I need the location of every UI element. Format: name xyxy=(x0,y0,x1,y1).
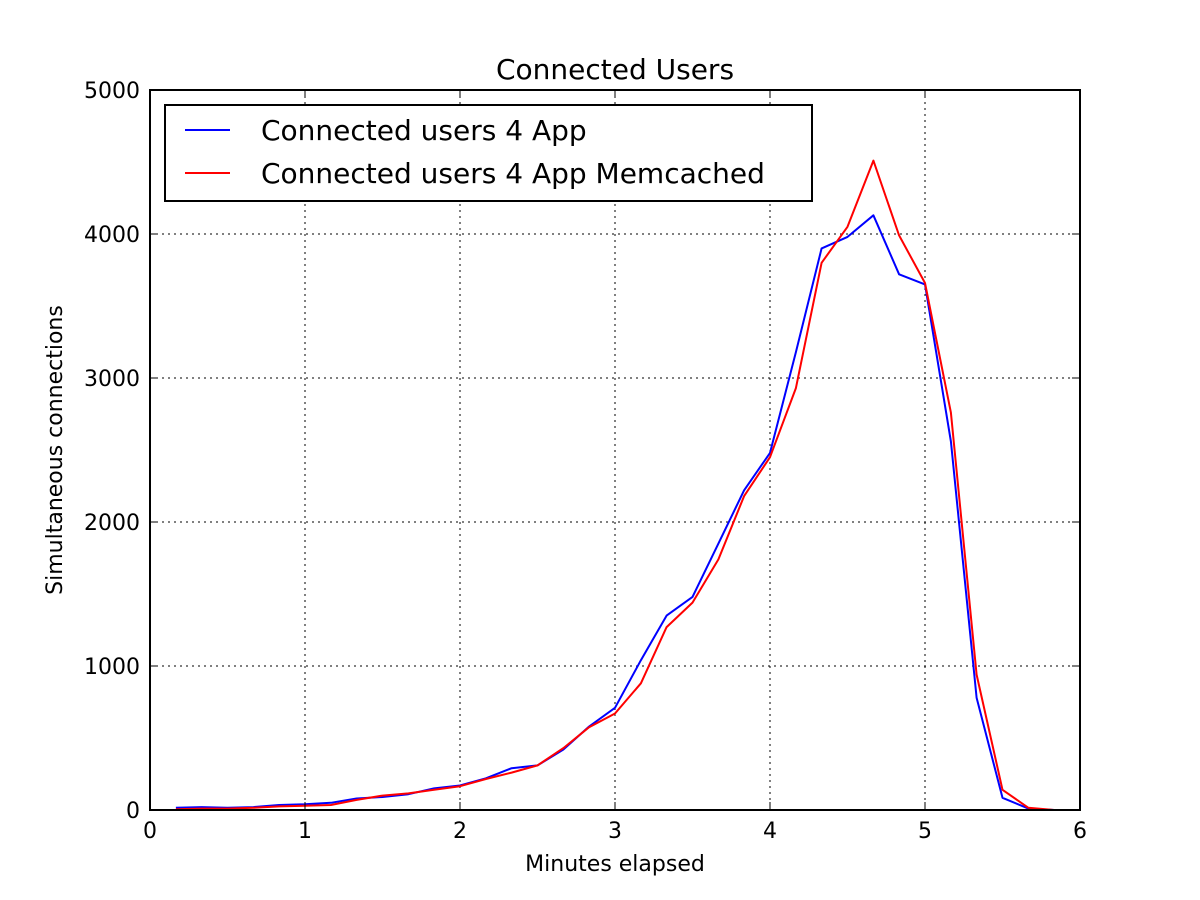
x-tick-label: 1 xyxy=(298,819,312,844)
y-tick-label: 5000 xyxy=(84,79,140,104)
axis-ticks: 0 1 2 3 4 5 6 0 1000 2000 3000 4000 5000 xyxy=(84,79,1087,844)
x-tick-label: 0 xyxy=(143,819,157,844)
x-tick-label: 4 xyxy=(763,819,777,844)
x-tick-label: 2 xyxy=(453,819,467,844)
legend-label-1: Connected users 4 App xyxy=(261,114,587,147)
series-line-1 xyxy=(175,214,1055,811)
legend: Connected users 4 App Connected users 4 A… xyxy=(164,104,813,202)
y-tick-label: 4000 xyxy=(84,223,140,248)
x-tick-label: 6 xyxy=(1073,819,1087,844)
legend-box xyxy=(164,104,813,202)
x-tick-label: 3 xyxy=(608,819,622,844)
series-line-2 xyxy=(175,159,1055,811)
x-axis-label: Minutes elapsed xyxy=(525,852,705,877)
y-tick-label: 2000 xyxy=(84,511,140,536)
y-tick-label: 0 xyxy=(126,799,140,824)
x-tick-label: 5 xyxy=(918,819,932,844)
series-lines xyxy=(175,159,1055,811)
legend-label-2: Connected users 4 App Memcached xyxy=(261,157,765,190)
y-tick-label: 3000 xyxy=(84,367,140,392)
chart-title: Connected Users xyxy=(496,53,734,86)
y-tick-label: 1000 xyxy=(84,655,140,680)
y-axis-label: Simultaneous connections xyxy=(43,305,68,595)
